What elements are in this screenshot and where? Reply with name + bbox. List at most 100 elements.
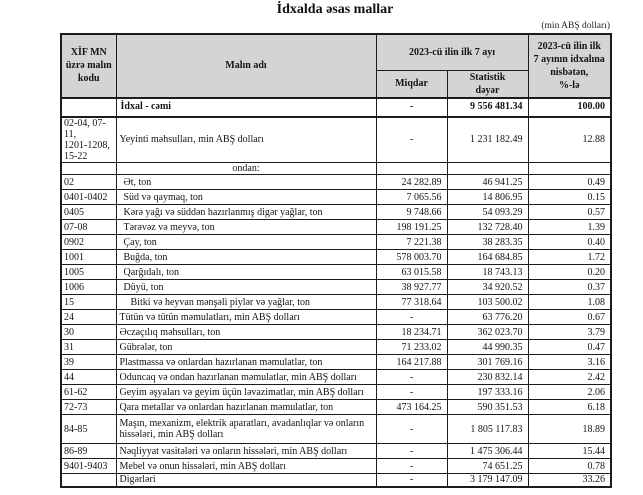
header-share-column: 2023-cü ilin ilk 7 ayının idxalına nisbə… xyxy=(527,33,612,98)
table-row: 02 Ət, ton 24 282.89 46 941.25 0.49 xyxy=(60,174,612,191)
table-row: 86-89 Nəqliyyat vasitələri və onların his… xyxy=(60,443,612,460)
table-row: 1005 Qarğıdalı, ton 63 015.58 18 743.13 0.20 xyxy=(60,264,612,281)
cell-name: Qarğıdalı, ton xyxy=(115,264,377,281)
cell-quantity: 71 233.02 xyxy=(375,339,448,356)
cell-code: 07-08 xyxy=(60,219,117,236)
cell-share: 6.18 xyxy=(527,399,612,416)
cell-code: 72-73 xyxy=(60,399,117,416)
cell-code: 39 xyxy=(60,354,117,371)
table-row: 61-62 Geyim əşyaları və geyim üçün ləvazi… xyxy=(60,384,612,401)
table-row: 84-85 Maşın, mexanizm, elektrik aparatlar… xyxy=(60,414,612,445)
cell-share: 2.06 xyxy=(527,384,612,401)
cell-share: 100.00 xyxy=(527,96,612,117)
cell-share: 3.79 xyxy=(527,324,612,341)
cell-code: 1005 xyxy=(60,264,117,281)
table-body: İdxal - cəmi -9 556 481.34 100.00 02-04, 07… xyxy=(60,96,612,488)
cell-code: 02-04, 07-11, 1201-1208, 15-22 xyxy=(60,115,117,164)
cell-quantity: 578 003.70 xyxy=(375,249,448,266)
cell-quantity: 24 282.89 xyxy=(375,174,448,191)
cell-code: 61-62 xyxy=(60,384,117,401)
header-name-column: Malın adı xyxy=(115,33,377,98)
cell-quantity: - xyxy=(375,96,448,117)
cell-share: 12.88 xyxy=(527,115,612,164)
cell-name: Tütün və tütün məmulatları, min ABŞ doll… xyxy=(115,309,377,326)
cell-code xyxy=(60,473,117,488)
cell-share: 18.89 xyxy=(527,414,612,445)
cell-name: Tərəvəz və meyvə, ton xyxy=(115,219,377,236)
table-row: 07-08 Tərəvəz və meyvə, ton 198 191.25 132 … xyxy=(60,219,612,236)
cell-quantity: 7 221.38 xyxy=(375,234,448,251)
cell-name: Digərləri xyxy=(115,473,377,488)
cell-quantity: 7 065.56 xyxy=(375,189,448,206)
cell-code: 84-85 xyxy=(60,414,117,445)
cell-statistical-value xyxy=(446,162,529,176)
cell-name: Oduncaq və ondan hazırlanan məmulatlar, … xyxy=(115,369,377,386)
table-row: 30 Əczaçılıq məhsulları, ton 18 234.71 362 … xyxy=(60,324,612,341)
cell-share: 1.39 xyxy=(527,219,612,236)
cell-share: 1.72 xyxy=(527,249,612,266)
cell-code: 44 xyxy=(60,369,117,386)
cell-statistical-value: 301 769.16 xyxy=(446,354,529,371)
cell-share: 0.40 xyxy=(527,234,612,251)
cell-statistical-value: 54 093.29 xyxy=(446,204,529,221)
cell-code: 02 xyxy=(60,174,117,191)
cell-share: 15.44 xyxy=(527,443,612,460)
table-row: 0401-0402 Süd və qaymaq, ton 7 065.56 14 80… xyxy=(60,189,612,206)
cell-name: Buğda, ton xyxy=(115,249,377,266)
table-row: 02-04, 07-11, 1201-1208, 15-22 Yeyinti mə… xyxy=(60,115,612,164)
page-title: İdxalda əsas mallar xyxy=(276,2,394,17)
table-row: İdxal - cəmi -9 556 481.34 100.00 xyxy=(60,96,612,117)
cell-share: 0.15 xyxy=(527,189,612,206)
header-period: 2023-cü ilin ilk 7 ayı xyxy=(375,33,529,71)
table-row: 0902 Çay, ton 7 221.38 38 283.35 0.40 xyxy=(60,234,612,251)
cell-quantity xyxy=(375,162,448,176)
cell-statistical-value: 132 728.40 xyxy=(446,219,529,236)
cell-quantity: 77 318.64 xyxy=(375,294,448,311)
cell-name: ondan: xyxy=(115,162,377,176)
cell-code: 86-89 xyxy=(60,443,117,460)
cell-quantity: - xyxy=(375,309,448,326)
cell-code: 1001 xyxy=(60,249,117,266)
cell-name: Əczaçılıq məhsulları, ton xyxy=(115,324,377,341)
cell-quantity: 63 015.58 xyxy=(375,264,448,281)
cell-name: İdxal - cəmi xyxy=(115,96,377,117)
cell-share: 0.67 xyxy=(527,309,612,326)
cell-code: 0902 xyxy=(60,234,117,251)
cell-quantity: - xyxy=(375,443,448,460)
table-row: 0405 Kərə yağı və süddən hazırlanmış digə… xyxy=(60,204,612,221)
header-statistical-value-column: Statistik dəyər xyxy=(446,69,529,98)
cell-name: Kərə yağı və süddən hazırlanmış digər ya… xyxy=(115,204,377,221)
cell-quantity: - xyxy=(375,458,448,475)
cell-name: Bitki və heyvan mənşəli piylər və yağlar… xyxy=(115,294,377,311)
table-row: 15 Bitki və heyvan mənşəli piylər və yağl… xyxy=(60,294,612,311)
cell-quantity: 38 927.77 xyxy=(375,279,448,296)
cell-share: 2.42 xyxy=(527,369,612,386)
table-row: 39 Plastmassa və onlardan hazırlanan məmu… xyxy=(60,354,612,371)
cell-statistical-value: 164 684.85 xyxy=(446,249,529,266)
cell-quantity: 18 234.71 xyxy=(375,324,448,341)
cell-code xyxy=(60,96,117,117)
cell-name: Gübrələr, ton xyxy=(115,339,377,356)
cell-share xyxy=(527,162,612,176)
cell-statistical-value: 44 990.35 xyxy=(446,339,529,356)
cell-quantity: 473 164.25 xyxy=(375,399,448,416)
cell-quantity: 198 191.25 xyxy=(375,219,448,236)
table-row: ondan: xyxy=(60,162,612,176)
cell-code: 0401-0402 xyxy=(60,189,117,206)
cell-statistical-value: 197 333.16 xyxy=(446,384,529,401)
cell-statistical-value: 1 475 306.44 xyxy=(446,443,529,460)
cell-quantity: - xyxy=(375,369,448,386)
cell-statistical-value: 63 776.20 xyxy=(446,309,529,326)
table-row: 9401-9403 Mebel və onun hissələri, min AB… xyxy=(60,458,612,475)
cell-share: 0.57 xyxy=(527,204,612,221)
cell-code: 31 xyxy=(60,339,117,356)
cell-code: 30 xyxy=(60,324,117,341)
cell-share: 1.08 xyxy=(527,294,612,311)
header-code-column: XİF MN üzrə malın kodu xyxy=(60,33,117,98)
cell-code: 9401-9403 xyxy=(60,458,117,475)
cell-statistical-value: 34 920.52 xyxy=(446,279,529,296)
cell-share: 0.78 xyxy=(527,458,612,475)
cell-quantity: 164 217.88 xyxy=(375,354,448,371)
cell-name: Yeyinti məhsulları, min ABŞ dolları xyxy=(115,115,377,164)
